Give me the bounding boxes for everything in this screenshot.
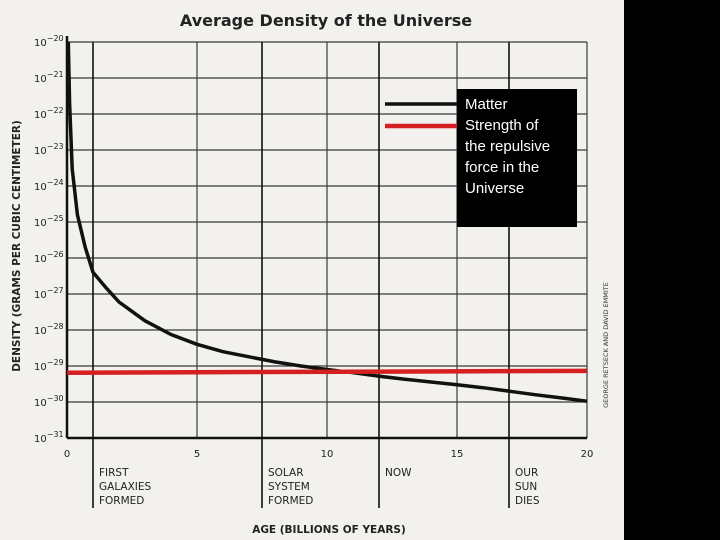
y-tick-label: 10−25: [34, 214, 64, 229]
y-tick-label: 10−23: [34, 142, 64, 157]
y-tick-label: 10−24: [34, 178, 64, 193]
y-axis-label: DENSITY (GRAMS PER CUBIC CENTIMETER): [11, 120, 23, 372]
event-label: GALAXIES: [99, 481, 152, 493]
y-tick-label: 10−31: [34, 430, 64, 445]
x-axis-label: AGE (BILLIONS OF YEARS): [252, 524, 406, 536]
legend-lines: [385, 102, 458, 129]
y-tick-label: 10−20: [34, 34, 64, 49]
y-tick-label: 10−21: [34, 70, 64, 85]
x-tick-label: 0: [64, 449, 70, 460]
chart-series: [66, 41, 588, 403]
legend-label-repulsive-line-2: the repulsive: [465, 138, 551, 155]
density-chart: Average Density of the Universe FIRST GAL…: [11, 11, 610, 536]
event-label: NOW: [385, 467, 412, 479]
chart-title: Average Density of the Universe: [180, 11, 472, 30]
legend-label-repulsive-line-4: Universe: [465, 180, 525, 197]
x-tick-label: 5: [194, 449, 200, 460]
y-tick-label: 10−30: [34, 394, 64, 409]
x-tick-label: 20: [581, 449, 594, 460]
credit-text: GEORGE RETSECK AND DAVID EMMITE: [602, 282, 610, 408]
event-markers: FIRST GALAXIES FORMED SOLAR SYSTEM FORMED NOW O…: [92, 42, 540, 508]
event-label: FORMED: [268, 495, 313, 507]
event-label: FORMED: [99, 495, 144, 507]
x-tick-label: 10: [321, 449, 334, 460]
x-tick-label: 15: [451, 449, 464, 460]
slide: Average Density of the Universe FIRST GAL…: [0, 0, 624, 540]
event-label: SOLAR: [268, 467, 304, 479]
y-tick-label: 10−22: [34, 106, 64, 121]
series-matter-line: [66, 41, 588, 403]
y-tick-label: 10−28: [34, 322, 64, 337]
legend-box: Matter Strength of the repulsive force i…: [457, 89, 577, 227]
series-repulsive-force-line: [66, 368, 588, 375]
event-label: OUR: [515, 467, 538, 479]
legend-label-matter: Matter: [465, 96, 508, 113]
x-tick-labels: 0 5 10 15 20: [64, 449, 594, 460]
legend-label-repulsive-line-3: force in the: [465, 159, 540, 176]
event-label: SYSTEM: [268, 481, 310, 493]
y-tick-label: 10−27: [34, 286, 64, 301]
event-label: FIRST: [99, 467, 129, 479]
y-tick-labels: 10−20 10−21 10−22 10−23 10−24 10−25 10−26 10−27…: [34, 34, 64, 445]
legend-label-repulsive-line-1: Strength of: [465, 117, 539, 134]
y-tick-label: 10−26: [34, 250, 64, 265]
y-tick-label: 10−29: [34, 358, 64, 373]
event-label: DIES: [515, 495, 540, 507]
event-label: SUN: [515, 481, 537, 493]
